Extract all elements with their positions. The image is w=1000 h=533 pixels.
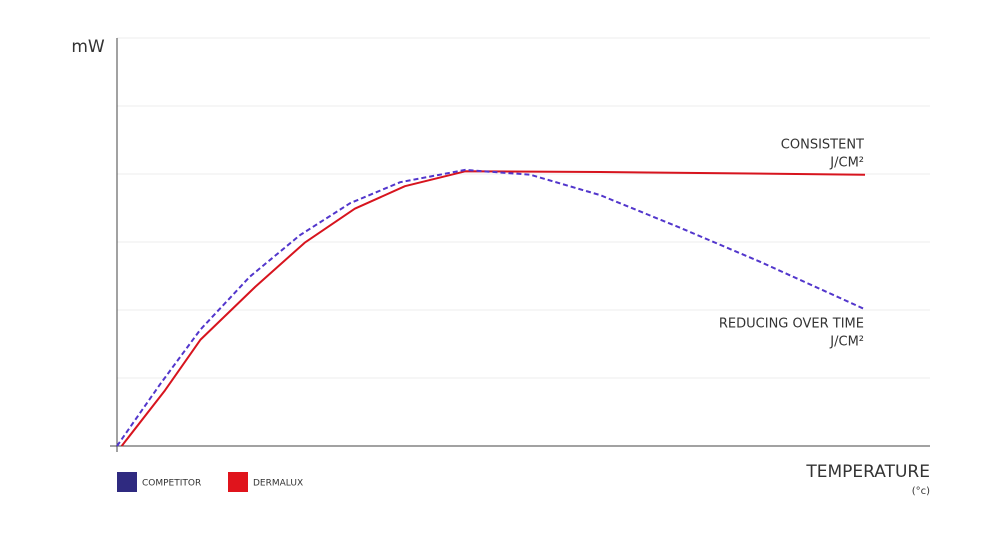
legend-swatch <box>228 472 248 492</box>
legend-label: DERMALUX <box>253 479 303 489</box>
x-axis-label: TEMPERATURE <box>805 462 930 482</box>
series-line <box>120 170 866 447</box>
annotation: CONSISTENT <box>781 138 864 153</box>
annotation: J/CM² <box>829 335 864 350</box>
legend-swatch <box>117 472 137 492</box>
annotation: J/CM² <box>829 156 864 171</box>
legend-label: COMPETITOR <box>142 479 201 489</box>
x-axis-unit: (°c) <box>912 486 930 497</box>
y-axis-label: mW <box>71 37 105 57</box>
annotation: REDUCING OVER TIME <box>719 317 864 332</box>
series-line <box>116 168 866 447</box>
